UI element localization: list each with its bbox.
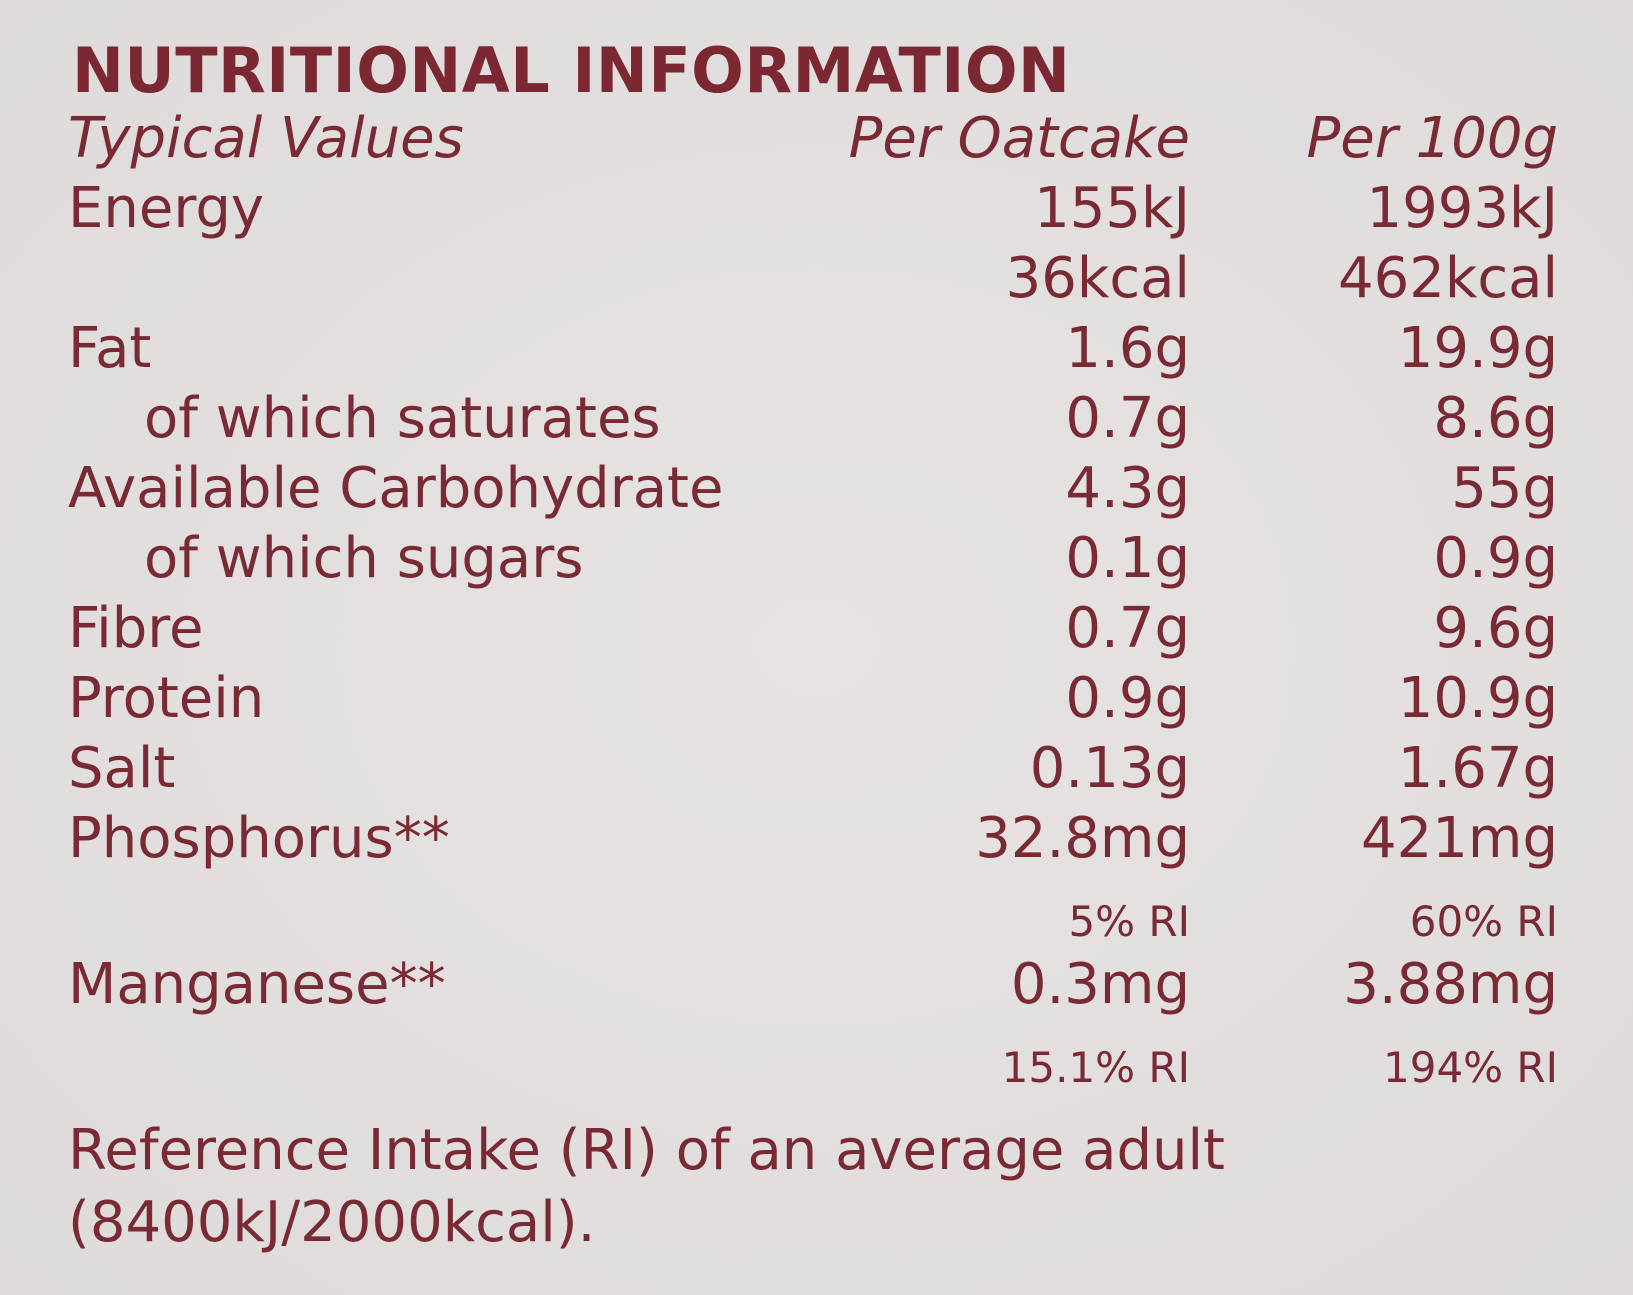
row-fibre: Fibre 0.7g 9.6g: [0, 594, 1633, 664]
row-energy-kcal: 36kcal 462kcal: [0, 244, 1633, 314]
row-energy-kj: Energy 155kJ 1993kJ: [0, 174, 1633, 244]
row-label: Phosphorus**: [68, 806, 450, 871]
row-per-100g: 1993kJ: [1366, 176, 1558, 241]
row-per-100g: 19.9g: [1397, 316, 1558, 381]
row-per-100g: 421mg: [1361, 806, 1558, 871]
row-per-oatcake: 155kJ: [1034, 176, 1190, 241]
row-per-oatcake: 5% RI: [1068, 897, 1190, 946]
row-per-100g: 55g: [1451, 456, 1558, 521]
row-salt: Salt 0.13g 1.67g: [0, 734, 1633, 804]
row-per-100g: 194% RI: [1383, 1043, 1558, 1092]
row-manganese: Manganese** 0.3mg 3.88mg: [0, 950, 1633, 1020]
row-label: Energy: [68, 176, 265, 241]
row-manganese-ri: 15.1% RI 194% RI: [0, 1038, 1633, 1098]
row-label: Fat: [68, 316, 152, 381]
row-per-oatcake: 4.3g: [1065, 456, 1190, 521]
row-phosphorus: Phosphorus** 32.8mg 421mg: [0, 804, 1633, 874]
row-carbohydrate: Available Carbohydrate 4.3g 55g: [0, 454, 1633, 524]
row-label: of which sugars: [144, 526, 584, 591]
row-label: Available Carbohydrate: [68, 456, 724, 521]
row-label: Fibre: [68, 596, 204, 661]
row-label: Salt: [68, 736, 176, 801]
row-saturates: of which saturates 0.7g 8.6g: [0, 384, 1633, 454]
row-per-oatcake: 0.13g: [1029, 736, 1190, 801]
row-label: of which saturates: [144, 386, 661, 451]
footnote-line-1: Reference Intake (RI) of an average adul…: [68, 1118, 1225, 1183]
footnote-line-2: (8400kJ/2000kcal).: [68, 1190, 596, 1255]
row-per-oatcake: 36kcal: [1005, 246, 1190, 311]
row-phosphorus-ri: 5% RI 60% RI: [0, 892, 1633, 952]
header-per-oatcake: Per Oatcake: [848, 106, 1190, 171]
row-per-oatcake: 1.6g: [1065, 316, 1190, 381]
row-per-100g: 10.9g: [1397, 666, 1558, 731]
row-fat: Fat 1.6g 19.9g: [0, 314, 1633, 384]
row-label: Protein: [68, 666, 265, 731]
row-per-oatcake: 0.1g: [1065, 526, 1190, 591]
panel-title: NUTRITIONAL INFORMATION: [72, 34, 1071, 107]
row-per-100g: 1.67g: [1397, 736, 1558, 801]
row-per-oatcake: 0.3mg: [1010, 952, 1190, 1017]
reference-intake-footnote: Reference Intake (RI) of an average adul…: [68, 1115, 1225, 1259]
row-per-oatcake: 0.7g: [1065, 386, 1190, 451]
row-protein: Protein 0.9g 10.9g: [0, 664, 1633, 734]
row-per-100g: 0.9g: [1433, 526, 1558, 591]
header-typical-values: Typical Values: [68, 106, 464, 171]
row-per-100g: 3.88mg: [1343, 952, 1558, 1017]
header-per-100g: Per 100g: [1306, 106, 1558, 171]
row-label: Manganese**: [68, 952, 446, 1017]
row-per-oatcake: 0.7g: [1065, 596, 1190, 661]
row-per-100g: 8.6g: [1433, 386, 1558, 451]
row-per-oatcake: 0.9g: [1065, 666, 1190, 731]
header-row: Typical Values Per Oatcake Per 100g: [0, 104, 1633, 174]
row-per-100g: 462kcal: [1338, 246, 1558, 311]
row-per-100g: 9.6g: [1433, 596, 1558, 661]
row-per-oatcake: 32.8mg: [975, 806, 1190, 871]
row-per-100g: 60% RI: [1409, 897, 1558, 946]
row-per-oatcake: 15.1% RI: [1001, 1043, 1190, 1092]
row-sugars: of which sugars 0.1g 0.9g: [0, 524, 1633, 594]
